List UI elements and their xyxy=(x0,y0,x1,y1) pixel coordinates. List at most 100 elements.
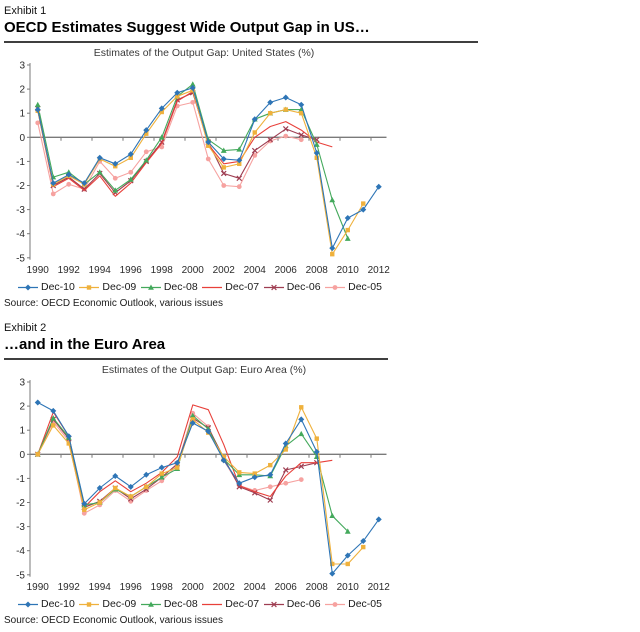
square-marker xyxy=(283,447,288,452)
diamond-marker xyxy=(65,433,72,440)
triangle-marker xyxy=(112,187,119,193)
square-marker xyxy=(221,454,226,459)
diamond-marker xyxy=(34,106,41,113)
square-marker xyxy=(299,405,304,410)
x-tick-label: 2004 xyxy=(244,265,267,276)
triangle-marker xyxy=(158,474,165,480)
x-marker xyxy=(220,170,227,177)
triangle-marker xyxy=(50,415,57,421)
diamond-marker xyxy=(251,474,258,481)
diamond-marker xyxy=(375,516,382,523)
square-marker xyxy=(97,500,102,505)
legend-item-dec-05: Dec-05 xyxy=(325,281,382,293)
legend-label: Dec-09 xyxy=(102,281,137,293)
circle-marker xyxy=(236,184,242,190)
y-tick-label: 0 xyxy=(19,133,25,144)
diamond-marker xyxy=(205,428,212,435)
x-tick-label: 1990 xyxy=(27,265,50,276)
triangle-marker xyxy=(147,284,154,290)
legend-item-dec-09: Dec-09 xyxy=(79,281,136,293)
series-dec-09-line xyxy=(35,405,366,567)
diamond-marker xyxy=(236,157,243,164)
diamond-marker xyxy=(267,471,274,478)
none-legend-swatch-icon xyxy=(202,603,223,605)
circle-marker xyxy=(298,477,304,483)
square-marker xyxy=(330,561,335,567)
triangle-marker xyxy=(344,528,351,534)
diamond-marker xyxy=(50,180,57,187)
diamond-marker xyxy=(236,480,243,487)
square-marker xyxy=(345,561,350,567)
circle-marker xyxy=(81,510,87,516)
exhibit-1-title: OECD Estimates Suggest Wide Output Gap i… xyxy=(4,19,370,36)
y-tick-label: 3 xyxy=(19,378,25,389)
diamond-marker xyxy=(158,105,165,112)
diamond-marker xyxy=(65,171,72,178)
series-dec-10-line xyxy=(34,84,382,252)
circle-marker xyxy=(190,99,196,105)
x-axis: 1990 1992 1994 1996 1998 2000 2002 2004 2006 2008… xyxy=(27,453,390,593)
diamond-marker xyxy=(25,601,31,607)
diamond-marker xyxy=(96,485,103,492)
diamond-marker xyxy=(174,89,181,96)
circle-marker xyxy=(283,480,289,486)
y-tick-label: 1 xyxy=(19,109,25,120)
euro-chart-legend: Dec-10 Dec-09 Dec-08 Dec-07 Dec-06 Dec-05 xyxy=(18,598,382,610)
circle-legend-swatch-icon xyxy=(325,284,346,290)
circle-marker xyxy=(332,284,338,290)
x-tick-label: 2006 xyxy=(275,582,298,593)
diamond-marker xyxy=(25,284,31,290)
us-chart-source-note: Source: OECD Economic Outlook, various i… xyxy=(4,298,223,309)
x-tick-label: 1990 xyxy=(27,582,50,593)
square-marker xyxy=(175,465,180,470)
diamond-marker xyxy=(298,416,305,423)
series-dec-07-line xyxy=(37,90,333,197)
legend-label: Dec-05 xyxy=(348,598,382,610)
circle-marker xyxy=(128,169,134,175)
diamond-marker xyxy=(298,101,305,108)
x-marker xyxy=(282,126,289,132)
y-tick-label: -3 xyxy=(16,522,25,533)
x-tick-label: 1996 xyxy=(120,582,143,593)
legend-label: Dec-07 xyxy=(225,598,260,610)
square-marker xyxy=(299,111,304,116)
diamond-marker xyxy=(96,154,103,161)
square-marker xyxy=(345,227,350,233)
y-tick-label: 1 xyxy=(19,426,25,437)
diamond-marker xyxy=(329,570,336,577)
circle-marker xyxy=(50,191,56,197)
triangle-marker xyxy=(147,601,154,607)
y-tick-label: -2 xyxy=(16,498,25,509)
square-marker xyxy=(190,417,195,422)
exhibit-2-section: Exhibit 2 …and in the Euro Area Estimate… xyxy=(4,322,640,626)
circle-marker xyxy=(267,484,273,490)
diamond-marker xyxy=(174,459,181,466)
y-tick-label: 2 xyxy=(19,85,25,96)
y-tick-label: -4 xyxy=(16,229,25,240)
x-tick-label: 1992 xyxy=(58,582,81,593)
triangle-legend-swatch-icon xyxy=(140,601,161,607)
square-marker xyxy=(206,143,211,148)
square-marker xyxy=(113,485,118,491)
diamond-marker xyxy=(375,183,382,190)
square-marker xyxy=(128,155,133,160)
legend-item-dec-06: Dec-06 xyxy=(263,281,321,293)
diamond-marker xyxy=(81,180,88,187)
us-chart-title: Estimates of the Output Gap: United Stat… xyxy=(93,47,315,59)
x-marker xyxy=(282,467,289,473)
circle-marker xyxy=(66,181,72,187)
legend-item-dec-07: Dec-07 xyxy=(202,281,259,293)
circle-marker xyxy=(143,149,149,155)
square-marker xyxy=(361,201,366,206)
x-marker xyxy=(251,147,258,154)
triangle-marker xyxy=(344,235,351,241)
us-output-gap-chart: 3 2 1 0 -1 -2 -3 -4 -5 1990 1992 1994 1996 1998 2000 20… xyxy=(4,59,404,277)
x-marker xyxy=(81,186,88,192)
none-legend-swatch-icon xyxy=(202,286,223,288)
legend-label: Dec-06 xyxy=(286,281,321,293)
diamond-marker xyxy=(189,419,196,426)
square-marker xyxy=(144,131,149,136)
circle-legend-swatch-icon xyxy=(325,601,346,607)
square-marker xyxy=(330,251,335,257)
